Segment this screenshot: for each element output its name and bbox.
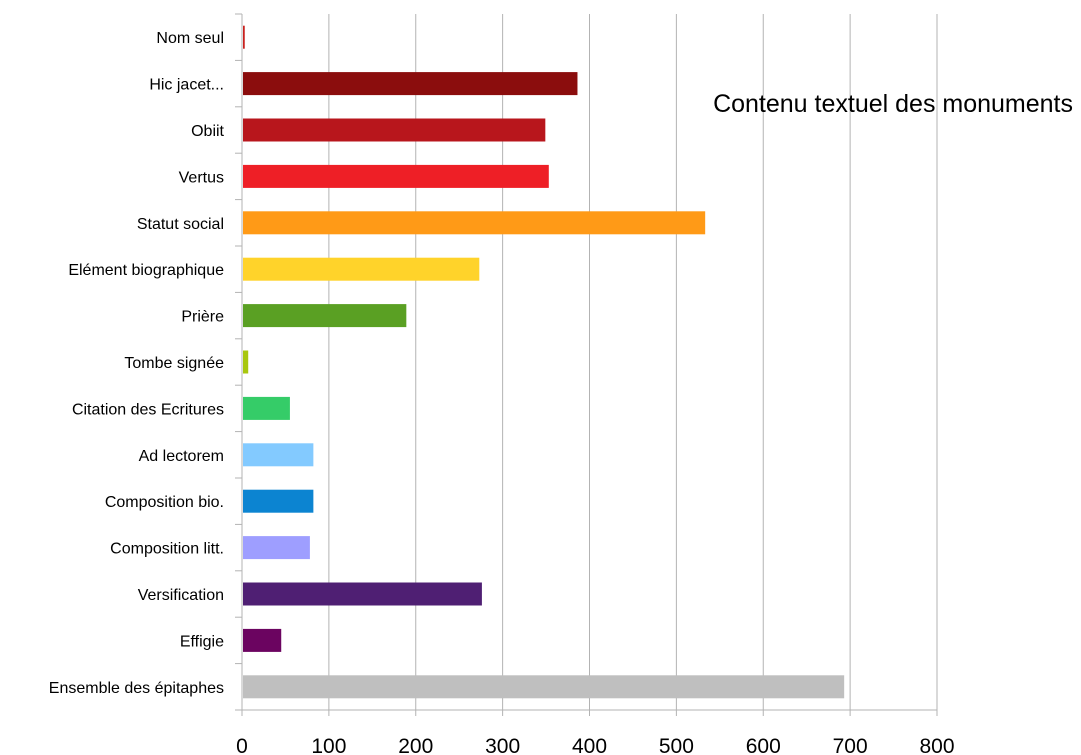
x-tick-label: 300 (485, 735, 520, 755)
category-label: Statut social (137, 216, 224, 233)
x-tick-label: 500 (659, 735, 694, 755)
category-label: Vertus (179, 169, 224, 186)
bar (243, 118, 546, 142)
bar (243, 72, 578, 96)
category-label: Effigie (180, 633, 224, 650)
chart-title: Contenu textuel des monuments (713, 90, 1073, 118)
category-label: Tombe signée (124, 355, 224, 372)
category-label: Ad lectorem (139, 448, 224, 465)
axes (235, 13, 938, 716)
category-label: Hic jacet... (149, 77, 224, 94)
bar (243, 536, 310, 560)
x-tick-label: 100 (311, 735, 346, 755)
bar (243, 211, 706, 235)
bar (243, 257, 480, 281)
bar (243, 25, 245, 49)
category-label: Composition litt. (110, 541, 224, 558)
category-label: Ensemble des épitaphes (49, 680, 224, 697)
bar (243, 582, 482, 606)
category-label: Composition bio. (105, 494, 224, 511)
x-tick-label: 700 (833, 735, 868, 755)
bars (243, 25, 845, 699)
bar (243, 164, 549, 188)
bar (243, 443, 314, 467)
category-label: Versification (138, 587, 224, 604)
bar (243, 350, 249, 374)
bar (243, 304, 407, 328)
category-labels: Nom seul Hic jacet... Obiit Vertus Statut so… (49, 30, 225, 697)
category-label: Elément biographique (68, 262, 224, 279)
bar (243, 396, 290, 420)
category-label: Nom seul (156, 30, 224, 47)
grid-lines (328, 14, 938, 710)
category-label: Obiit (191, 123, 224, 140)
bar (243, 489, 314, 513)
category-label: Prière (181, 309, 224, 326)
x-tick-label: 0 (236, 735, 248, 755)
x-tick-label: 800 (919, 735, 954, 755)
category-label: Citation des Ecritures (72, 401, 224, 418)
x-tick-label: 400 (572, 735, 607, 755)
tick-labels: 0 100 200 300 400 500 600 700 800 (236, 735, 954, 755)
bar (243, 675, 845, 699)
x-tick-label: 600 (746, 735, 781, 755)
bar (243, 628, 282, 652)
x-tick-label: 200 (398, 735, 433, 755)
